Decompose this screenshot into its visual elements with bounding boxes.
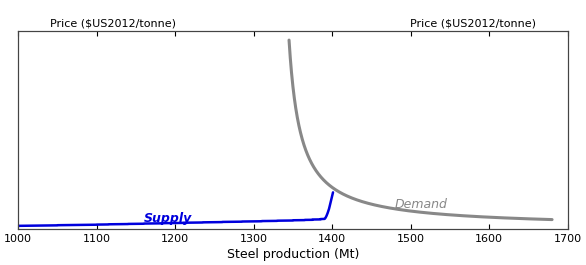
Text: Supply: Supply <box>144 211 192 224</box>
Text: Demand: Demand <box>395 198 448 211</box>
X-axis label: Steel production (Mt): Steel production (Mt) <box>227 248 359 261</box>
Text: Price ($US2012/tonne): Price ($US2012/tonne) <box>410 19 536 29</box>
Text: Price ($US2012/tonne): Price ($US2012/tonne) <box>50 19 176 29</box>
